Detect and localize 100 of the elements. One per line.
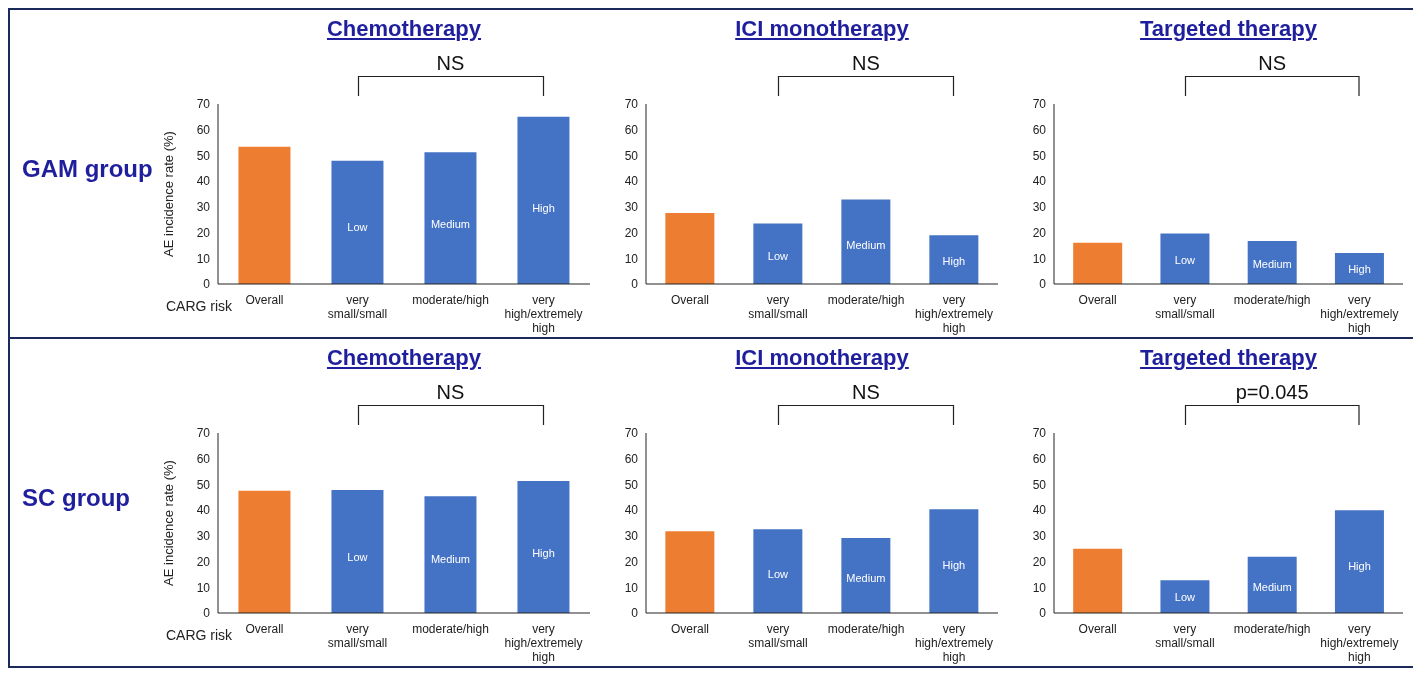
y-tick-label: 60: [624, 451, 639, 466]
x-tick-label: moderate/high: [827, 622, 905, 636]
text: NS: [851, 52, 881, 75]
y-tick-label: 0: [1039, 277, 1047, 292]
y-tick-label: 60: [196, 451, 211, 466]
text: GAM group: [22, 155, 153, 183]
y-tick-label: 10: [196, 251, 211, 266]
annotation: Low: [347, 550, 368, 563]
y-tick-label: 10: [1032, 580, 1047, 595]
y-tick-label: 30: [196, 529, 211, 544]
y-tick-label: 50: [624, 477, 639, 492]
annotation: Low: [1174, 591, 1196, 604]
y-axis-title: AE incidence rate (%): [160, 460, 176, 586]
y-tick-label: 60: [624, 122, 639, 137]
annotation: Low: [767, 568, 788, 581]
y-tick-label: 70: [624, 426, 639, 441]
x-tick-label: moderate/high: [827, 293, 905, 307]
x-tick-label: very small/small: [748, 293, 808, 321]
annotation: High: [942, 559, 966, 572]
y-tick-label: 60: [1032, 451, 1047, 466]
y-tick-label: 10: [196, 580, 211, 595]
y-tick-label: 20: [196, 225, 211, 240]
y-tick-label: 40: [1032, 174, 1047, 189]
y-tick-label: 30: [196, 200, 211, 215]
annotation: Low: [347, 221, 368, 234]
x-tick-label: moderate/high: [1233, 293, 1311, 307]
text: CARG risk: [166, 627, 233, 643]
x-tick-label: very small/small: [748, 622, 808, 650]
annotation: High: [532, 546, 555, 559]
chart-title: ICI monotherapy: [734, 16, 910, 42]
y-tick-label: 40: [624, 503, 639, 518]
y-tick-label: 30: [624, 529, 639, 544]
text: CARG risk: [166, 298, 233, 314]
annotation: High: [942, 254, 966, 267]
y-tick-label: 0: [631, 277, 639, 292]
x-tick-label: Overall: [670, 293, 710, 307]
y-tick-label: 50: [624, 148, 639, 163]
y-tick-label: 50: [196, 477, 211, 492]
x-tick-label: very high/extremely high: [504, 293, 583, 335]
y-tick-label: 10: [624, 580, 639, 595]
y-tick-label: 50: [1032, 477, 1047, 492]
x-tick-label: very high/extremely high: [914, 622, 994, 664]
y-tick-label: 30: [1032, 529, 1047, 544]
y-tick-label: 20: [624, 554, 639, 569]
annotation: High: [1348, 262, 1371, 275]
y-tick-label: 70: [1032, 97, 1047, 112]
chart-title: Targeted therapy: [1139, 345, 1318, 371]
annotation: Medium: [430, 553, 471, 566]
y-tick-label: 0: [203, 277, 211, 292]
y-tick-label: 70: [196, 97, 211, 112]
y-tick-label: 0: [203, 606, 211, 621]
text: SC group: [22, 484, 130, 512]
annotation: Medium: [846, 238, 886, 251]
y-tick-label: 40: [1032, 503, 1047, 518]
x-tick-label: very high/extremely high: [1320, 622, 1399, 664]
annotation: High: [532, 201, 555, 214]
text: p=0.045: [1234, 381, 1310, 404]
x-tick-label: Overall: [245, 622, 284, 636]
y-tick-label: 40: [624, 174, 639, 189]
y-tick-label: 40: [196, 174, 211, 189]
x-tick-label: very high/extremely high: [1320, 293, 1399, 335]
y-tick-label: 70: [1032, 426, 1047, 441]
x-tick-label: Overall: [1078, 293, 1117, 307]
y-tick-label: 50: [1032, 148, 1047, 163]
annotation: Medium: [1252, 257, 1292, 270]
y-tick-label: 10: [624, 251, 639, 266]
annotation: Low: [1174, 254, 1196, 267]
chart-title: ICI monotherapy: [734, 345, 910, 371]
y-tick-label: 20: [196, 554, 211, 569]
x-tick-label: Overall: [670, 622, 710, 636]
text: NS: [851, 381, 881, 404]
x-tick-label: very small/small: [327, 293, 388, 321]
annotation: Low: [767, 249, 788, 262]
chart-title: Chemotherapy: [325, 16, 482, 42]
y-tick-label: 50: [196, 148, 211, 163]
x-tick-label: very small/small: [1155, 293, 1215, 321]
x-tick-label: moderate/high: [412, 293, 489, 307]
x-tick-label: very high/extremely high: [504, 622, 583, 664]
x-tick-label: moderate/high: [412, 622, 489, 636]
y-tick-label: 0: [1039, 606, 1047, 621]
text: NS: [435, 52, 466, 75]
y-tick-label: 70: [196, 426, 211, 441]
y-tick-label: 0: [631, 606, 639, 621]
y-tick-label: 40: [196, 503, 211, 518]
chart-title: Targeted therapy: [1139, 16, 1318, 42]
y-tick-label: 10: [1032, 251, 1047, 266]
y-tick-label: 20: [1032, 225, 1047, 240]
annotation: Medium: [846, 572, 886, 585]
y-tick-label: 60: [196, 122, 211, 137]
x-tick-label: Overall: [1078, 622, 1117, 636]
y-tick-label: 20: [1032, 554, 1047, 569]
annotation: High: [1348, 559, 1371, 572]
x-tick-label: very small/small: [1155, 622, 1215, 650]
text: NS: [435, 381, 466, 404]
annotation: Medium: [430, 217, 471, 230]
annotation: Medium: [1252, 580, 1292, 593]
x-tick-label: moderate/high: [1233, 622, 1311, 636]
x-tick-label: Overall: [245, 293, 284, 307]
text: NS: [1257, 52, 1287, 75]
y-tick-label: 70: [624, 97, 639, 112]
